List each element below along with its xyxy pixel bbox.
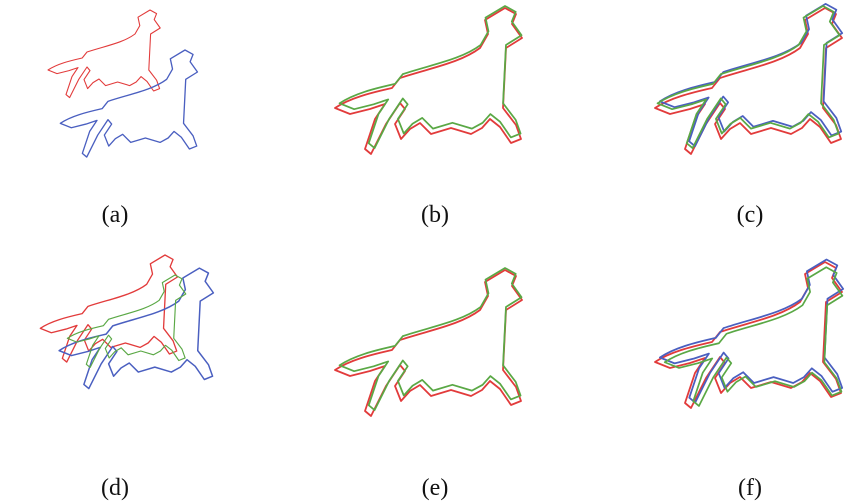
horse-outline	[655, 8, 842, 154]
panel-label: (d)	[101, 475, 129, 501]
panel-f: (f)	[655, 260, 843, 502]
horse-outline	[340, 268, 522, 410]
horse-outline	[335, 270, 522, 416]
panel-label: (f)	[738, 475, 762, 501]
page: (a) (b) (c) (d) (e) (f) (() => { const d…	[0, 0, 863, 503]
panel-d: (d)	[40, 255, 213, 501]
horse-outline	[59, 268, 213, 388]
panel-e: (e)	[335, 268, 522, 501]
panel-label: (c)	[737, 202, 764, 228]
horse-outline	[60, 50, 197, 157]
horse-outline	[40, 255, 177, 362]
panel-label: (e)	[422, 475, 449, 501]
figure: (a) (b) (c) (d) (e) (f)	[0, 0, 863, 503]
panel-b: (b)	[335, 6, 522, 228]
horse-outline	[660, 260, 843, 403]
panel-label: (a)	[102, 202, 129, 228]
horse-outline	[340, 6, 522, 148]
horse-outline	[658, 6, 840, 148]
panel-a: (a)	[48, 10, 197, 228]
horse-outline	[335, 8, 522, 154]
panel-c: (c)	[655, 4, 842, 228]
horse-outline	[655, 262, 842, 408]
horse-outline	[660, 4, 842, 146]
panel-label: (b)	[421, 202, 449, 228]
horse-outline	[48, 10, 160, 98]
